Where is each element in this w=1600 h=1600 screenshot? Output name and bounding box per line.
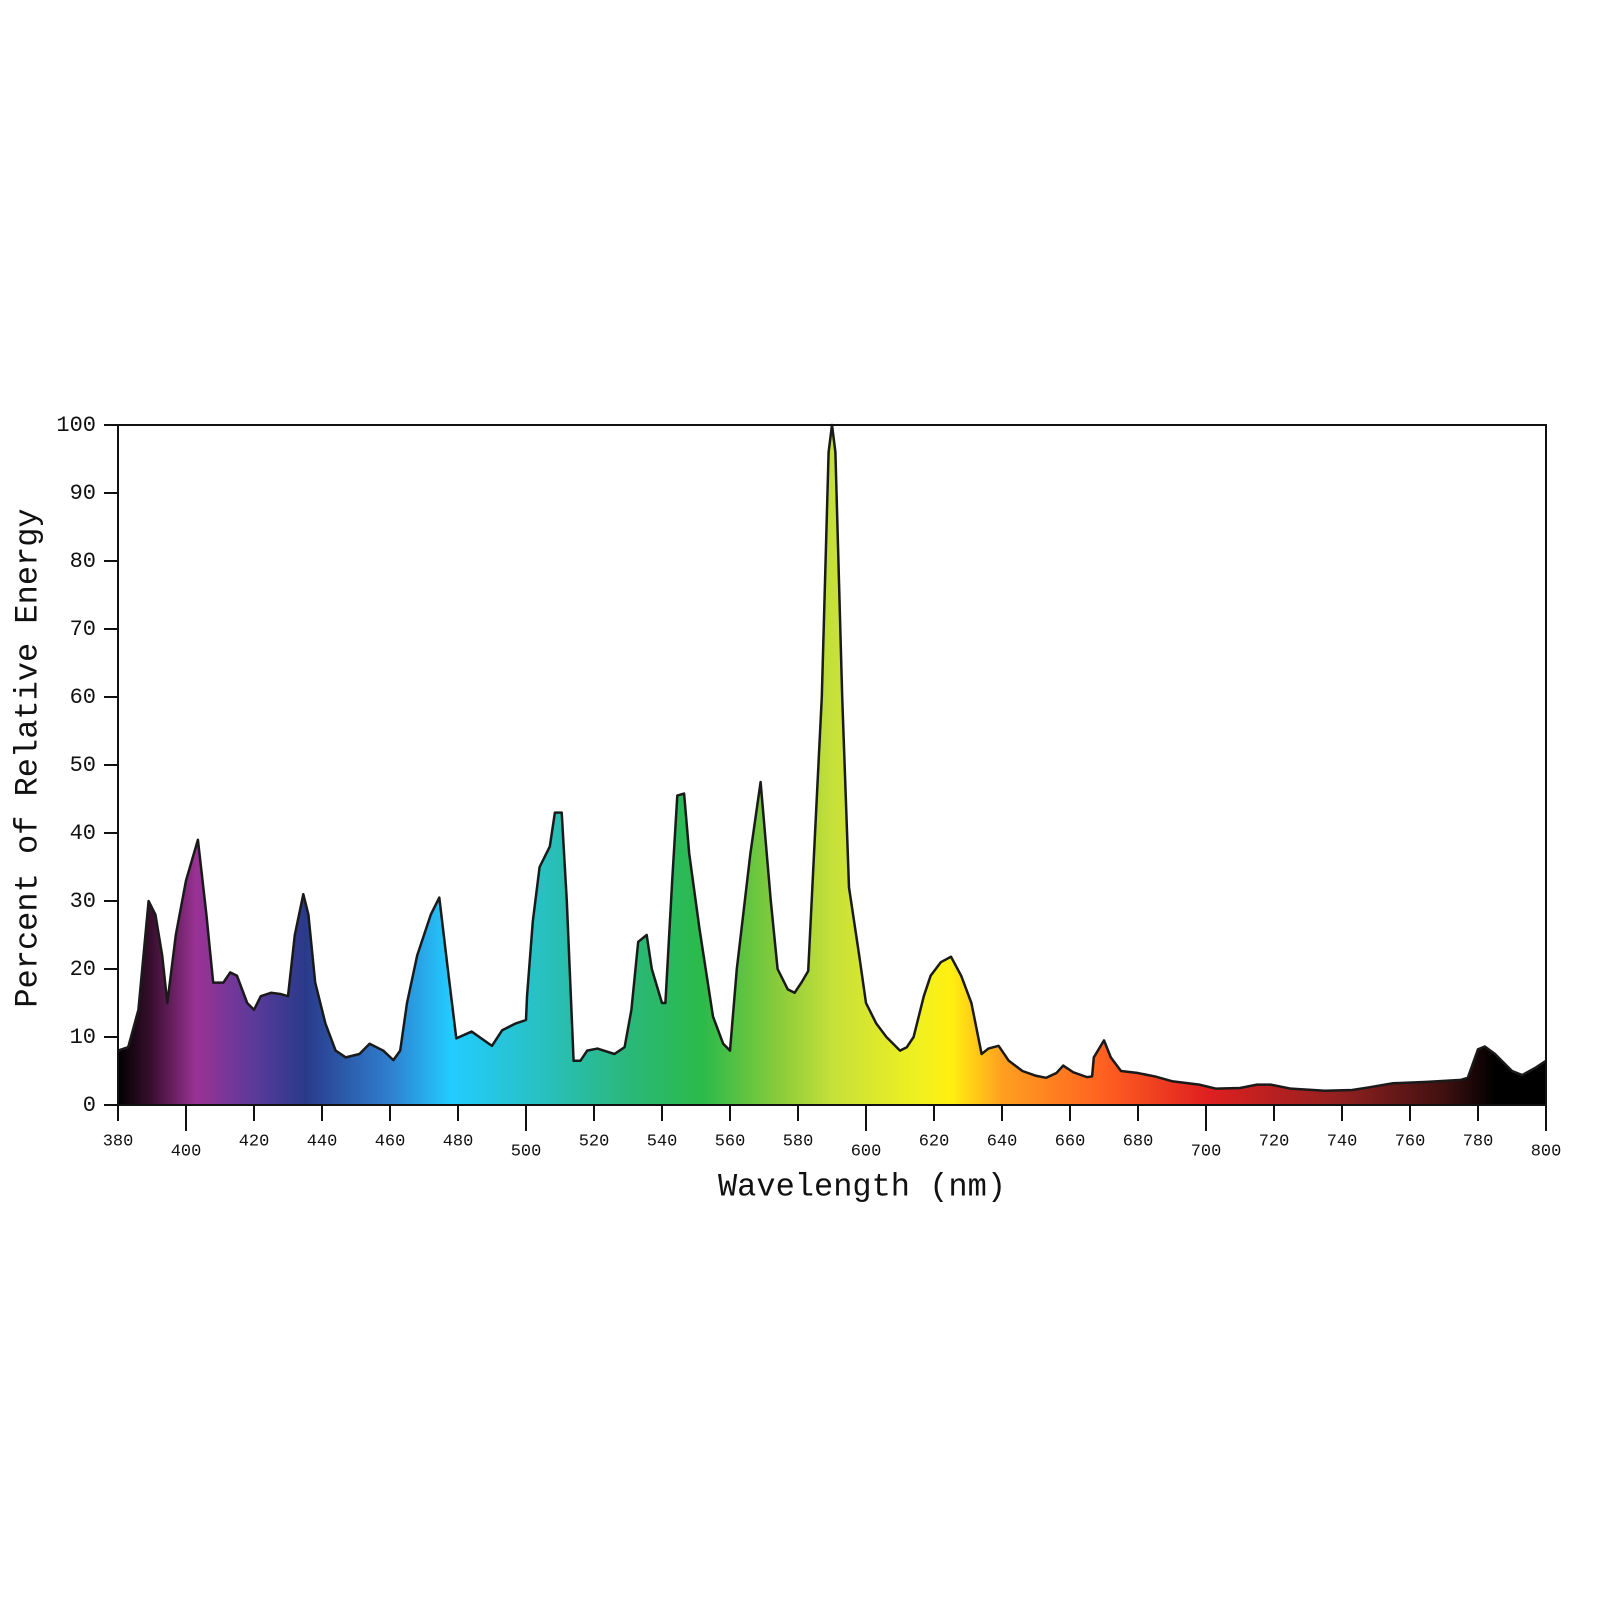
x-tick-label: 520	[579, 1132, 610, 1151]
x-tick-label: 400	[171, 1142, 202, 1161]
y-axis-label: Percent of Relative Energy	[9, 508, 46, 1007]
x-tick-label: 600	[851, 1142, 882, 1161]
x-tick-label: 740	[1327, 1132, 1358, 1151]
y-tick-label: 90	[70, 481, 96, 506]
x-tick-label: 480	[443, 1132, 474, 1151]
x-tick-label: 760	[1395, 1132, 1426, 1151]
y-tick-label: 80	[70, 549, 96, 574]
y-tick-label: 100	[56, 413, 96, 438]
x-tick-label: 580	[783, 1132, 814, 1151]
area-fill	[118, 425, 1546, 1105]
x-tick-label: 420	[239, 1132, 270, 1151]
x-axis-label: Wavelength (nm)	[718, 1168, 1006, 1205]
x-tick-label: 800	[1531, 1142, 1562, 1161]
y-tick-label: 70	[70, 617, 96, 642]
x-tick-label: 560	[715, 1132, 746, 1151]
x-tick-label: 540	[647, 1132, 678, 1151]
y-tick-label: 40	[70, 821, 96, 846]
y-tick-label: 10	[70, 1025, 96, 1050]
x-tick-label: 680	[1123, 1132, 1154, 1151]
x-tick-label: 620	[919, 1132, 950, 1151]
x-tick-label: 640	[987, 1132, 1018, 1151]
y-tick-label: 30	[70, 889, 96, 914]
x-tick-label: 700	[1191, 1142, 1222, 1161]
x-tick-label: 720	[1259, 1132, 1290, 1151]
area-outline	[117, 423, 1547, 1092]
y-tick-label: 50	[70, 753, 96, 778]
y-tick-label: 20	[70, 957, 96, 982]
x-tick-label: 380	[103, 1132, 134, 1151]
x-tick-label: 660	[1055, 1132, 1086, 1151]
y-tick-label: 0	[83, 1093, 96, 1118]
x-tick-label: 460	[375, 1132, 406, 1151]
x-tick-label: 780	[1463, 1132, 1494, 1151]
x-tick-label: 440	[307, 1132, 338, 1151]
y-tick-label: 60	[70, 685, 96, 710]
x-tick-label: 500	[511, 1142, 542, 1161]
